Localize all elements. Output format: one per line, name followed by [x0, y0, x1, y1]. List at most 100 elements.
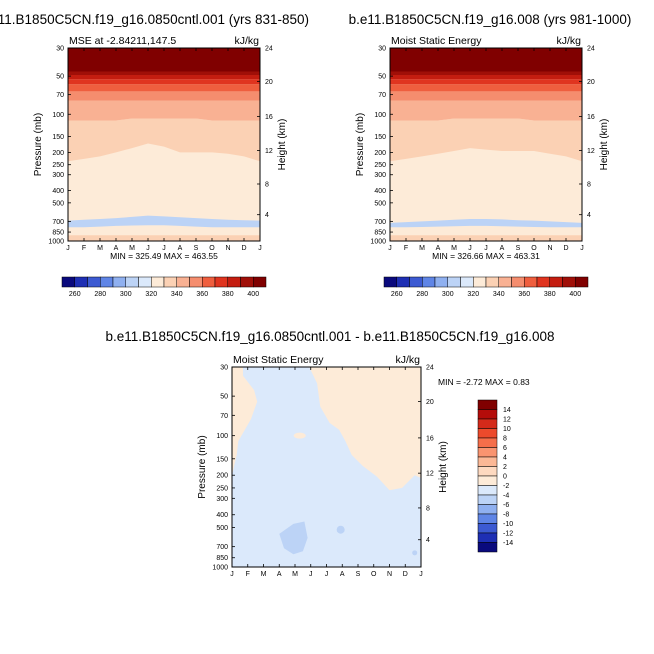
colorbar-swatch: [524, 276, 538, 288]
x-tick-label: J: [468, 245, 472, 252]
x-tick-label: J: [230, 571, 234, 578]
x-tick-label: M: [292, 571, 298, 578]
x-tick-label: S: [356, 571, 361, 578]
colorbar-label: -4: [503, 493, 509, 500]
y-tick-label: 150: [216, 456, 228, 463]
contour-island-positive: [293, 432, 306, 439]
contour-fill-1: [390, 48, 582, 241]
y-tick-label: 70: [56, 92, 64, 99]
y-tick-label: 250: [374, 162, 386, 169]
y-tick-label: 300: [216, 496, 228, 503]
contour-band-minimum: [68, 215, 260, 228]
colorbar-swatch: [125, 276, 139, 288]
colorbar-label: 0: [503, 474, 507, 481]
y-tick-label: 200: [52, 150, 64, 157]
colorbar-label: 300: [442, 291, 454, 298]
y-tick-label: 400: [374, 188, 386, 195]
colorbar-swatch: [396, 276, 410, 288]
colorbar-2: 14 12 10 8 6 4 2 0 -2 -4 -6 -8 -10 -12 -14: [477, 399, 513, 553]
colorbar-swatch: [189, 276, 203, 288]
x-tick-label: M: [451, 245, 457, 252]
colorbar-swatch: [176, 276, 190, 288]
units-label: kJ/kg: [395, 354, 420, 366]
x-tick-label: J: [258, 245, 262, 252]
colorbar-swatch: [434, 276, 448, 288]
contour-band-420: [390, 71, 582, 75]
y-tick-label: 100: [216, 433, 228, 440]
colorbar-swatch: [511, 276, 525, 288]
contour-band-top: [68, 48, 260, 72]
x-tick-label: F: [404, 245, 408, 252]
contour-band-390: [68, 84, 260, 92]
contour-band-top: [390, 48, 582, 72]
y-tick-label: 300: [52, 172, 64, 179]
contour-band-minimum: [279, 521, 308, 555]
contour-band-minimum: [336, 525, 345, 534]
x-tick-label: J: [580, 245, 584, 252]
plot-subtitle: Moist Static Energy: [233, 354, 324, 366]
contour-band-360: [390, 100, 582, 121]
x-tick-label: M: [261, 571, 267, 578]
y-right-tick-label: 16: [426, 435, 434, 442]
colorbar-label: 320: [145, 291, 157, 298]
colorbar-swatch: [112, 276, 126, 288]
colorbar-swatch: [151, 276, 165, 288]
y-right-tick-label: 8: [426, 505, 430, 512]
chart-title: b.e11.B1850C5CN.f19_g16.0850cntl.001 - b…: [105, 329, 554, 344]
y-tick-label: 1000: [212, 565, 228, 572]
y-tick-label: 500: [374, 200, 386, 207]
units-label: kJ/kg: [234, 35, 259, 47]
min-max-label: MIN = 326.66 MAX = 463.31: [432, 251, 540, 261]
contour-band-340: [390, 118, 582, 162]
y-tick-label: 1000: [48, 239, 64, 246]
colorbar-label: 400: [569, 291, 581, 298]
x-tick-label: F: [82, 245, 86, 252]
x-tick-label: A: [114, 245, 119, 252]
y-right-tick-label: 20: [587, 79, 595, 86]
x-tick-label: J: [484, 245, 488, 252]
contour-band-380: [68, 91, 260, 101]
x-tick-label: A: [277, 571, 282, 578]
y-tick-label: 400: [216, 512, 228, 519]
colorbar-swatch: [477, 466, 498, 477]
y-right-tick-label: 12: [426, 471, 434, 478]
x-tick-label: M: [419, 245, 425, 252]
colorbar-swatch: [485, 276, 499, 288]
x-tick-label: N: [547, 245, 552, 252]
colorbar-swatch: [477, 523, 498, 534]
y-tick-label: 850: [216, 555, 228, 562]
colorbar-swatch: [477, 504, 498, 515]
y-axis-label: Pressure (mb): [355, 113, 366, 176]
colorbar-label: -10: [503, 521, 513, 528]
y-right-tick-label: 8: [587, 181, 591, 188]
colorbar-swatch: [477, 409, 498, 420]
contour-band-420: [68, 71, 260, 75]
colorbar-swatch: [477, 418, 498, 429]
colorbar-label: 8: [503, 436, 507, 443]
y-right-tick-label: 12: [265, 148, 273, 155]
contour-band-410: [390, 75, 582, 80]
contour-band-390: [390, 84, 582, 92]
colorbar-label: -2: [503, 483, 509, 490]
axes-1: J F M A M J J A S O N D J 30 50 70 100 150 200 250 300 400 500…: [355, 35, 610, 252]
contour-band-minimum: [390, 219, 582, 228]
y-right-tick-label: 20: [265, 79, 273, 86]
colorbar-label: -12: [503, 531, 513, 538]
y-right-tick-label: 24: [426, 365, 434, 372]
colorbar-swatch: [477, 485, 498, 496]
colorbar-swatch: [202, 276, 216, 288]
x-tick-label: A: [340, 571, 345, 578]
colorbar-label: 4: [503, 455, 507, 462]
plot-subtitle: MSE at -2.84211,147.5: [69, 35, 176, 47]
x-tick-label: F: [246, 571, 250, 578]
y-tick-label: 30: [378, 46, 386, 53]
y-tick-label: 400: [52, 188, 64, 195]
y-tick-label: 100: [374, 112, 386, 119]
y-tick-label: 150: [52, 134, 64, 141]
x-tick-label: O: [531, 245, 537, 252]
colorbar-label: 340: [171, 291, 183, 298]
colorbar-0: 260 280 300 320 340 360 380 400: [61, 276, 267, 298]
y-right-tick-label: 24: [265, 46, 273, 53]
y-tick-label: 150: [374, 134, 386, 141]
